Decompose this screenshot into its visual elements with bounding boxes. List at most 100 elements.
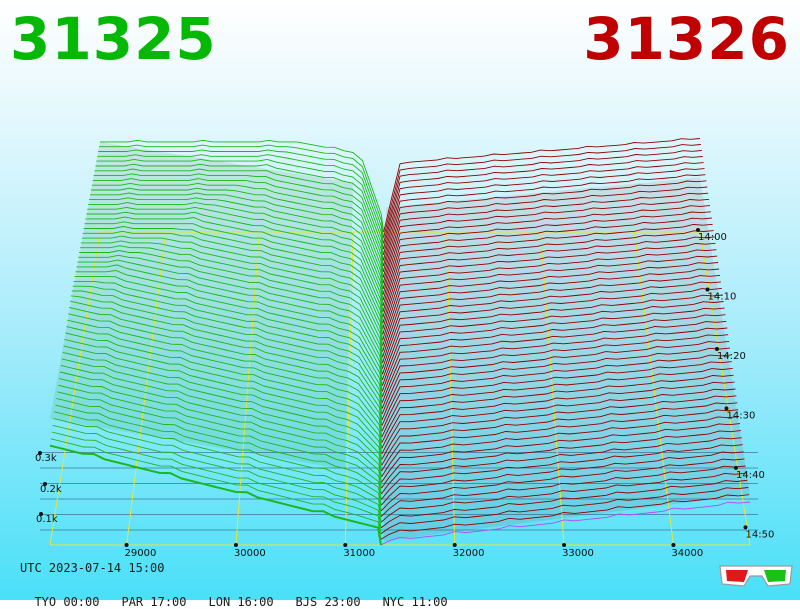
- ask-depth-line: [381, 444, 743, 500]
- ask-depth-line: [381, 395, 737, 460]
- ask-depth-line: [381, 320, 727, 398]
- price-tick-mark: [452, 543, 457, 547]
- ask-depth-line: [381, 374, 734, 443]
- time-tick-mark: [734, 465, 738, 470]
- bid-depth-line: [76, 264, 383, 381]
- price-grid-line: [446, 231, 456, 546]
- bid-depth-line: [51, 431, 382, 534]
- bid-depth-line: [81, 235, 384, 346]
- bid-depth-line: [56, 398, 382, 506]
- price-tick-label: 30000: [234, 548, 266, 559]
- bid-depth-line: [62, 351, 383, 466]
- time-tick-mark: [696, 228, 700, 232]
- bid-depth-line: [78, 254, 383, 369]
- ask-depth-line: [381, 327, 728, 403]
- bid-depth-line: [73, 280, 383, 398]
- time-tick-mark: [724, 406, 729, 411]
- city-time-tyo: TYO 00:00: [34, 595, 100, 609]
- ask-depth-line: [381, 340, 730, 415]
- price-tick-mark: [671, 543, 676, 547]
- price-tick-label: 29000: [125, 548, 157, 559]
- bid-depth-line: [67, 319, 383, 437]
- bid-depth-line: [55, 404, 382, 511]
- bid-depth-line: [58, 384, 382, 494]
- ask-depth-line: [383, 156, 703, 250]
- floor-frame: [49, 231, 751, 546]
- bid-depth-line: [82, 230, 384, 341]
- ask-depth-line: [380, 472, 747, 523]
- ask-depth-line: [382, 236, 715, 324]
- bid-depth-line: [84, 221, 384, 329]
- price-tick-mark: [233, 543, 238, 547]
- depth-tick-mark: [39, 512, 43, 516]
- bid-depth-line: [49, 444, 382, 546]
- bid-depth-line: [66, 326, 383, 443]
- time-tick-label: 14:30: [727, 410, 756, 421]
- ask-depth-line: [381, 361, 732, 432]
- time-tick-mark: [743, 525, 748, 530]
- ask-depth-line: [381, 354, 731, 426]
- price-tick-label: 31000: [343, 548, 375, 559]
- 3d-glasses-icon[interactable]: [718, 560, 794, 590]
- bid-depth-line: [88, 202, 384, 307]
- ask-depth-line: [382, 198, 710, 290]
- ask-depth-line: [380, 451, 744, 506]
- bid-depth-line: [79, 250, 383, 363]
- ask-depth-line: [381, 416, 740, 477]
- ask-depth-line: [380, 487, 749, 534]
- bid-depth-line: [99, 144, 384, 238]
- ask-depth-line: [381, 334, 729, 409]
- bid-depth-line: [100, 139, 385, 233]
- price-tick-label: 32000: [453, 548, 485, 559]
- depth-tick-mark: [38, 451, 42, 455]
- ask-depth-line: [382, 274, 721, 358]
- ask-depth-line: [380, 494, 750, 540]
- ask-depth-line: [383, 162, 704, 255]
- ask-depth-line: [381, 367, 733, 438]
- ask-depth-line: [382, 186, 708, 278]
- bid-depth-line: [80, 240, 383, 352]
- bid-depth-line: [90, 192, 384, 295]
- ask-depth-line: [382, 242, 716, 329]
- city-time-par: PAR 17:00: [121, 595, 187, 609]
- ask-depth-line: [383, 138, 701, 233]
- price-grid-line: [633, 231, 674, 546]
- depth-tick-mark: [43, 482, 47, 486]
- bid-depth-line: [65, 332, 383, 449]
- ask-depth-line: [383, 144, 701, 238]
- depth-tick-label: 0.1k: [36, 514, 58, 525]
- bid-depth-line: [69, 300, 383, 420]
- ask-depth-line: [382, 281, 721, 364]
- price-tick-label: 33000: [562, 548, 594, 559]
- city-time-bjs: BJS 23:00: [295, 595, 361, 609]
- ask-depth-line: [380, 458, 745, 512]
- price-grid-line: [126, 231, 167, 546]
- bid-depth-line: [97, 154, 384, 250]
- ask-depth-line: [381, 437, 742, 495]
- ask-depth-line: [382, 205, 711, 295]
- time-tick-label: 14:50: [746, 529, 775, 540]
- ask-depth-line: [382, 217, 712, 307]
- bid-depth-line: [95, 163, 384, 261]
- bid-depth-line: [52, 424, 382, 528]
- bid-depth-line: [68, 313, 383, 432]
- utc-time: UTC 2023-07-14 15:00: [20, 561, 165, 575]
- ask-depth-line: [382, 168, 705, 261]
- ask-depth-line: [380, 479, 748, 529]
- ask-depth-line: [382, 230, 714, 318]
- city-time-lon: LON 16:00: [208, 595, 274, 609]
- bid-depth-line: [60, 364, 382, 477]
- time-tick-label: 14:20: [717, 351, 746, 362]
- bid-depth-line: [72, 285, 383, 403]
- ask-depth-line: [382, 268, 720, 352]
- bid-depth-line: [83, 226, 384, 335]
- ask-depth-line: [382, 223, 713, 312]
- ask-depth-line: [381, 430, 741, 489]
- bid-depth-line: [74, 276, 383, 392]
- bid-price: 31325: [10, 5, 217, 73]
- time-tick-label: 14:10: [708, 291, 737, 302]
- ask-depth-line: [380, 501, 751, 546]
- ask-price: 31326: [583, 5, 790, 73]
- bid-depth-line: [63, 345, 383, 460]
